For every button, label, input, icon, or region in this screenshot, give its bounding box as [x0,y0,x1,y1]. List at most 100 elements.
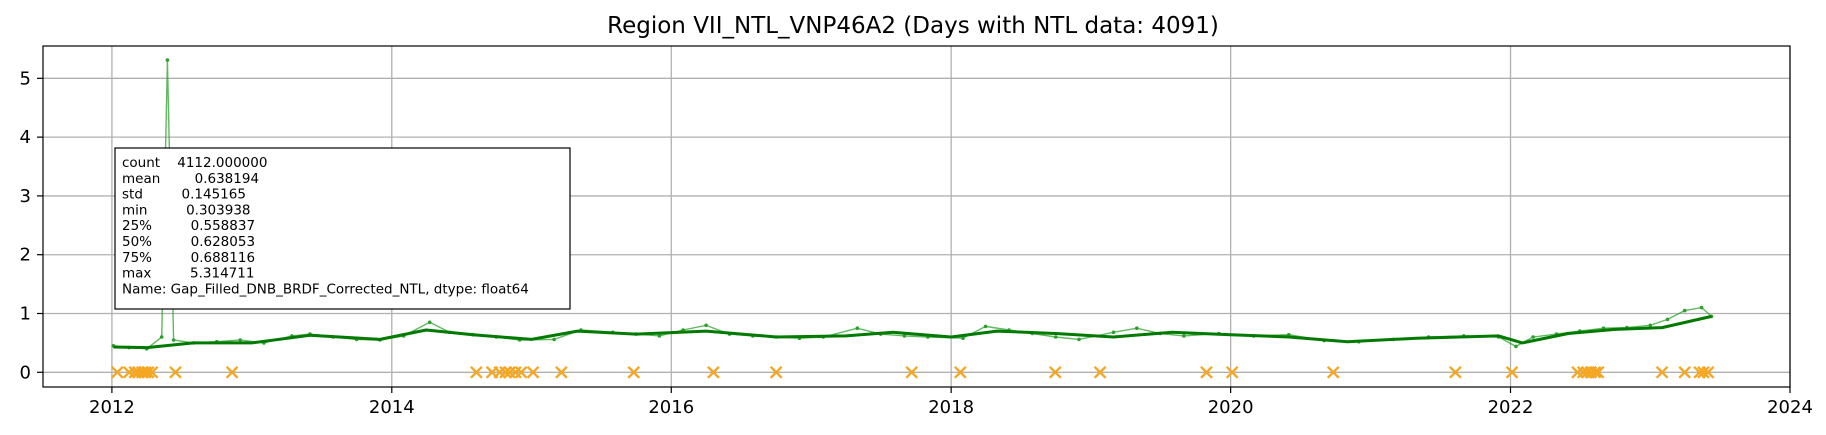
raw-ntl-point [855,326,860,331]
marker-stroke [526,365,540,379]
x-axis: 2012 2014 2016 2018 2020 2022 2024 [89,387,1813,418]
series-layer [111,58,1714,351]
stats-line: mean 0.638194 [122,171,259,187]
raw-ntl-point [983,324,988,329]
raw-ntl-point [1514,344,1518,349]
y-tick-label: 4 [20,127,31,148]
series-clip-group [111,58,1714,351]
missing-data-marker [1048,365,1062,379]
marker-stroke [169,365,182,379]
marker-stroke [470,365,483,379]
marker-stroke [1655,365,1669,379]
stats-line: 50% 0.628053 [122,234,255,250]
marker-stroke [707,365,720,379]
marker-stroke [1326,365,1340,379]
raw-ntl-point [1665,317,1670,322]
y-tick-label: 1 [20,304,31,325]
smoothed-ntl-series-line [113,314,1712,350]
marker-stroke [1048,365,1062,379]
stats-line: min 0.303938 [122,202,251,218]
missing-data-marker [627,365,641,379]
y-tick-label: 2 [20,245,31,266]
raw-ntl-point [1135,326,1139,331]
marker-stroke [953,365,967,379]
marker-stroke [555,365,568,379]
missing-data-marker [514,365,528,379]
missing-data-marker [1701,365,1715,379]
x-tick-label: 2018 [928,397,974,418]
raw-ntl-point [1182,334,1186,338]
raw-ntl-point [961,336,965,341]
marker-stroke [110,365,124,379]
raw-ntl-point [427,320,432,325]
marker-stroke [499,365,512,379]
raw-ntl-point [165,58,170,62]
raw-ntl-point [238,338,242,342]
plot-frame [42,45,1791,388]
missing-data-marker [110,365,124,379]
raw-ntl-point [1053,335,1058,339]
y-axis: 0 1 2 3 4 5 [20,68,43,383]
missing-data-marker [555,365,568,379]
chart-title: Region VII_NTL_VNP46A2 (Days with NTL da… [607,13,1219,39]
raw-ntl-point [159,335,164,339]
missing-data-marker [526,365,540,379]
y-tick-label: 0 [20,362,31,383]
stats-line: Name: Gap_Filled_DNB_BRDF_Corrected_NTL,… [122,281,529,297]
marker-stroke [514,365,528,379]
missing-data-marker [141,365,155,379]
missing-data-marker [953,365,967,379]
raw-ntl-point [1531,335,1535,339]
missing-data-marker [1697,365,1710,379]
missing-data-marker [1326,365,1340,379]
raw-ntl-point [902,334,907,338]
raw-ntl-point [552,337,556,342]
raw-ntl-point [704,323,708,328]
missing-data-marker [1678,365,1692,379]
marker-stroke [145,365,159,379]
raw-ntl-point [1682,308,1687,313]
missing-data-marker [1655,365,1669,379]
y-tick-label: 3 [20,186,31,207]
missing-data-marker [905,365,919,379]
missing-data-marker [1588,365,1602,379]
missing-data-marker [169,365,182,379]
marker-stroke [1200,365,1213,379]
marker-stroke [1449,365,1462,379]
missing-data-markers [110,365,1715,379]
raw-ntl-point [1077,337,1081,342]
marker-stroke [1093,365,1107,379]
marker-stroke [225,365,239,379]
marker-stroke [1678,365,1692,379]
raw-ntl-point [1111,330,1116,335]
missing-data-marker [1591,365,1605,379]
marker-stroke [1588,365,1602,379]
marker-stroke [769,365,783,379]
missing-data-marker [145,365,159,379]
marker-stroke [141,365,155,379]
raw-ntl-point [1699,305,1704,310]
raw-ntl-point [171,338,176,342]
y-tick-label: 5 [20,68,31,89]
missing-data-marker [1225,365,1239,379]
missing-data-marker [1200,365,1213,379]
marker-stroke [1225,365,1239,379]
missing-data-marker [499,365,512,379]
missing-data-marker [1505,365,1519,379]
raw-ntl-point [1648,323,1653,328]
stats-box-frame [114,147,571,310]
missing-data-marker [769,365,783,379]
x-tick-label: 2014 [369,397,415,418]
marker-stroke [1591,365,1605,379]
marker-stroke [905,365,919,379]
missing-data-marker [470,365,483,379]
stats-line: max 5.314711 [122,266,254,282]
marker-stroke [627,365,641,379]
x-tick-label: 2016 [648,397,694,418]
missing-data-marker [1449,365,1462,379]
missing-data-marker [225,365,239,379]
